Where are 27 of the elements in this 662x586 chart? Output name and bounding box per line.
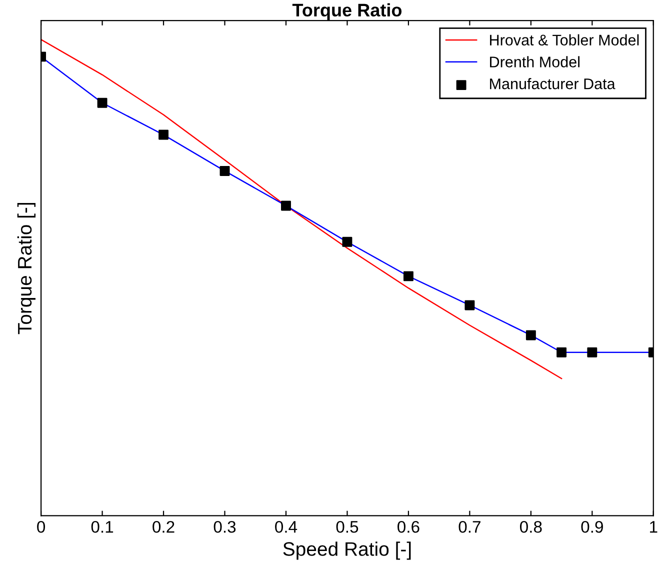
- x-tick-label: 0.7: [458, 520, 480, 533]
- x-tick-label: 0: [37, 520, 46, 533]
- point: [281, 200, 291, 211]
- point: [464, 300, 475, 310]
- legend-label: Hrovat & Tobler Model: [490, 34, 639, 46]
- x-tick-label: 0.2: [152, 520, 174, 533]
- point: [158, 130, 168, 140]
- chart-title: Torque Ratio: [292, 3, 402, 20]
- point: [403, 271, 414, 282]
- point: [220, 166, 230, 176]
- x-tick-label: 0.8: [520, 520, 542, 533]
- x-tick-label: 0.3: [214, 520, 236, 533]
- x-tick-label: 1: [650, 521, 658, 533]
- x-tick-label: 0.5: [336, 520, 358, 533]
- point: [556, 347, 567, 358]
- y-axis-title: Torque Ratio [-]: [17, 203, 36, 334]
- legend-label: Drenth Model: [490, 56, 580, 68]
- point: [97, 98, 108, 108]
- x-tick-label: 0.4: [275, 520, 298, 533]
- point: [526, 330, 536, 340]
- point: [342, 236, 352, 247]
- legend-label: Manufacturer Data: [490, 78, 616, 90]
- x-tick-label: 0.9: [581, 520, 603, 533]
- x-tick-label: 0.6: [398, 520, 420, 533]
- point: [587, 347, 598, 358]
- x-axis-title: Speed Ratio [-]: [283, 542, 411, 560]
- x-tick-label: 0.1: [91, 520, 114, 533]
